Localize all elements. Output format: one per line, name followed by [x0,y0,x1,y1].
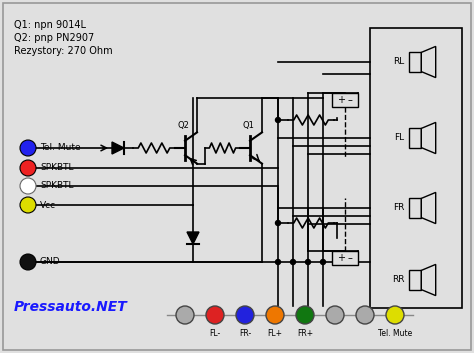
Bar [332,93,358,107]
Text: Tel. Mute: Tel. Mute [378,329,412,338]
Circle shape [20,140,36,156]
Text: FR+: FR+ [297,329,313,338]
Polygon shape [421,264,436,295]
Text: FR: FR [393,203,405,213]
Text: –: – [347,95,353,105]
Text: +: + [337,253,345,263]
Circle shape [236,306,254,324]
Polygon shape [421,192,436,223]
Circle shape [291,259,295,264]
Circle shape [275,259,281,264]
Circle shape [266,306,284,324]
Bar [409,198,421,217]
Circle shape [20,178,36,194]
Polygon shape [187,232,199,244]
Text: FL: FL [394,133,405,143]
Circle shape [306,259,310,264]
Circle shape [176,306,194,324]
Text: SPKBTL: SPKBTL [40,163,73,173]
Circle shape [326,306,344,324]
Polygon shape [421,46,436,78]
Text: –: – [347,253,353,263]
Circle shape [356,306,374,324]
Bar [409,270,421,289]
Text: SPKBTL: SPKBTL [40,181,73,191]
Text: Q1: Q1 [242,121,254,130]
Bar [409,128,421,148]
Circle shape [296,306,314,324]
Bar [370,28,462,308]
Text: Q2: pnp PN2907: Q2: pnp PN2907 [14,33,94,43]
Text: +: + [337,95,345,105]
Circle shape [275,118,281,122]
Circle shape [20,197,36,213]
Text: Vcc: Vcc [40,201,56,209]
Circle shape [20,160,36,176]
Text: RR: RR [392,275,405,285]
Text: GND: GND [40,257,61,267]
Text: FL-: FL- [210,329,220,338]
Text: Pressauto.NET: Pressauto.NET [14,300,128,314]
Text: FR-: FR- [239,329,251,338]
Bar [332,251,358,265]
Circle shape [206,306,224,324]
Circle shape [20,254,36,270]
Text: Rezystory: 270 Ohm: Rezystory: 270 Ohm [14,46,113,56]
Circle shape [320,259,326,264]
Text: Q2: Q2 [177,121,189,130]
Polygon shape [112,142,124,154]
Bar [409,52,421,72]
Text: FL+: FL+ [267,329,283,338]
Text: Q1: npn 9014L: Q1: npn 9014L [14,20,86,30]
Circle shape [275,221,281,226]
Polygon shape [421,122,436,154]
Text: Tel. Mute: Tel. Mute [40,144,81,152]
Circle shape [386,306,404,324]
Text: RL: RL [393,58,405,66]
